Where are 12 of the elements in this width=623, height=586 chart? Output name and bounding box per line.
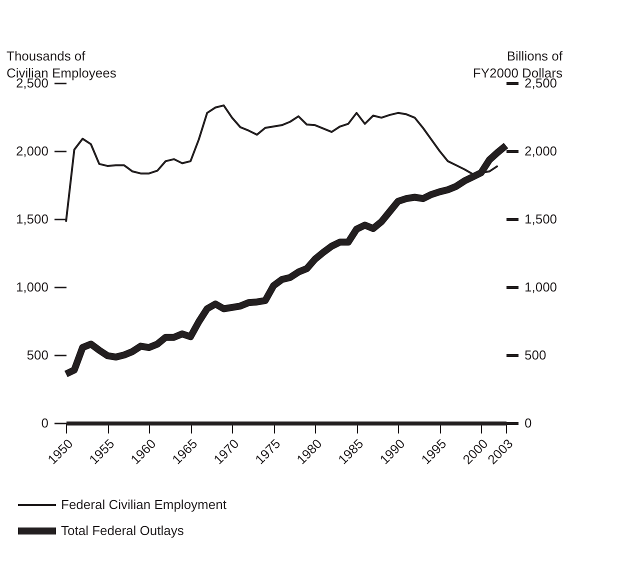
y2-tick-label: 1,500 <box>524 212 558 226</box>
y2-tick-label: 2,000 <box>524 144 558 158</box>
y-tick-label: 1,500 <box>16 212 48 226</box>
y-tick-label: 2,000 <box>16 144 48 158</box>
legend-label: Federal Civilian Employment <box>61 497 227 512</box>
y2-tick-label: 0 <box>524 416 532 430</box>
legend-label: Total Federal Outlays <box>61 523 184 538</box>
y2-tick-label: 1,000 <box>524 280 558 294</box>
y-tick-label: 0 <box>41 416 48 430</box>
y-tick-label: 500 <box>26 348 48 362</box>
y2-tick-label: 500 <box>524 348 546 362</box>
y-tick-label: 1,000 <box>16 280 48 294</box>
